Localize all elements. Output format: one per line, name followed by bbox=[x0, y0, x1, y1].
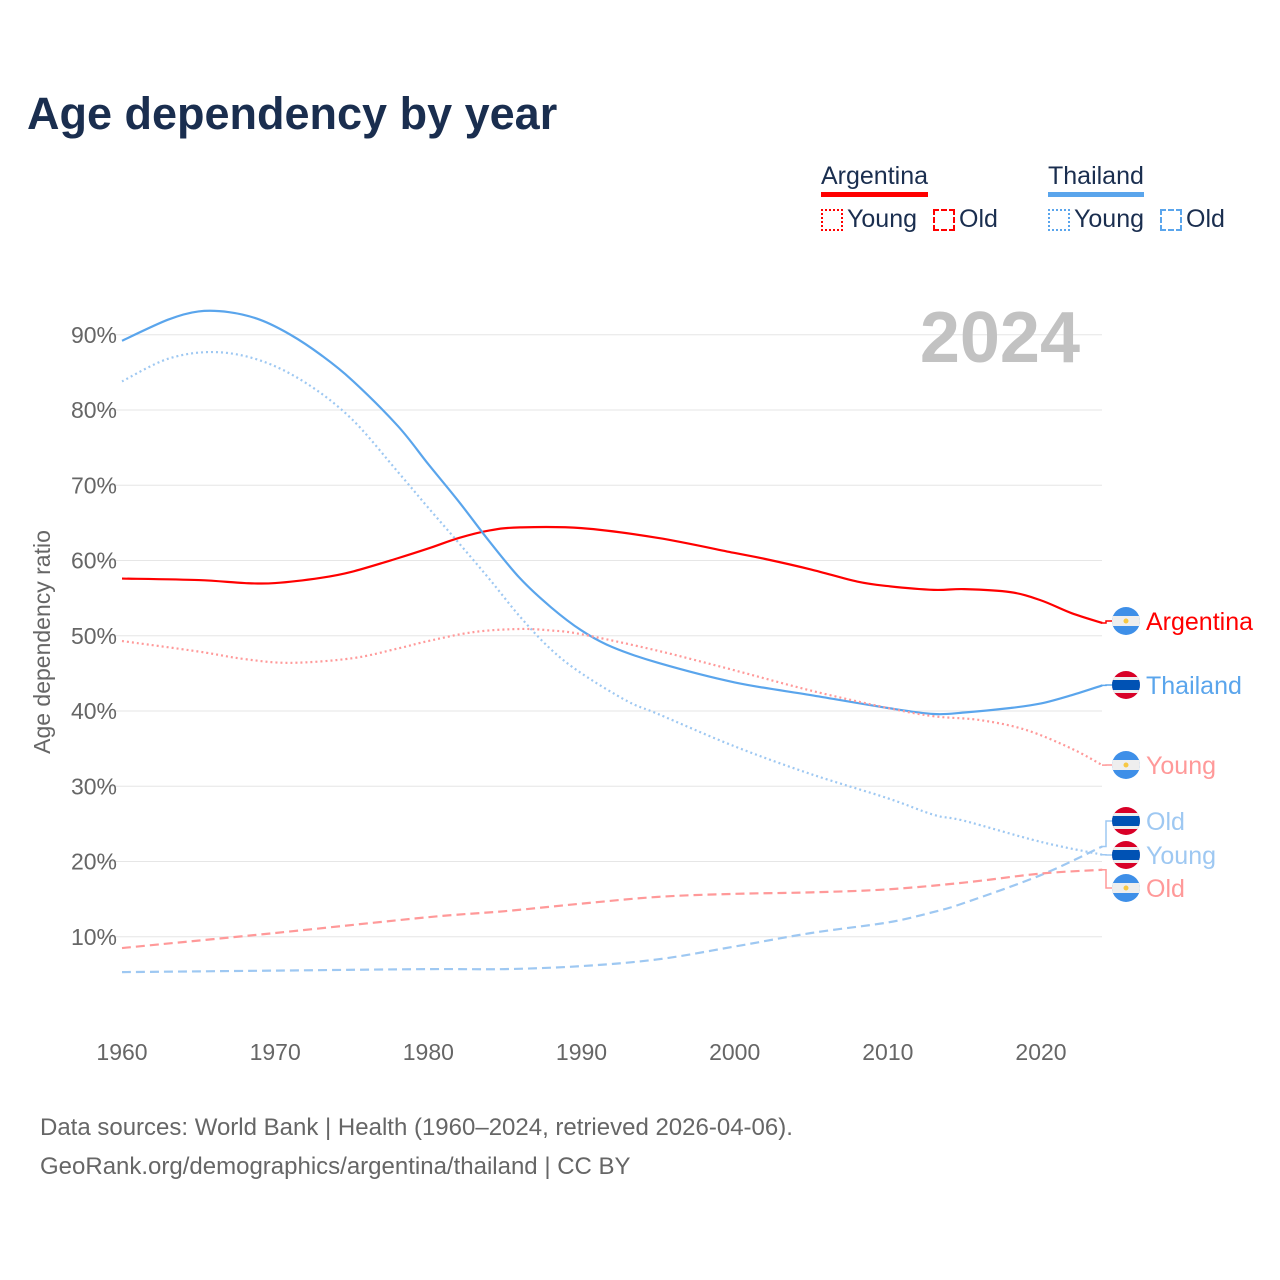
legend-item-argentina-young[interactable]: Young bbox=[821, 205, 917, 234]
argentina-flag-icon bbox=[1112, 607, 1140, 635]
y-tick-label: 70% bbox=[71, 472, 117, 498]
dotted-swatch-icon bbox=[1048, 208, 1070, 231]
legend-title-thailand: Thailand bbox=[1048, 162, 1144, 197]
y-tick-label: 50% bbox=[71, 623, 117, 649]
thailand-flag-icon bbox=[1112, 807, 1140, 835]
legend-group-thailand: Thailand Young Old bbox=[1048, 162, 1225, 234]
legend-label: Young bbox=[1074, 205, 1144, 233]
legend-title-argentina: Argentina bbox=[821, 162, 929, 197]
y-tick-label: 40% bbox=[71, 698, 117, 724]
flag-stripe bbox=[1112, 850, 1140, 860]
y-axis-label: Age dependency ratio bbox=[29, 530, 55, 754]
flag-clip bbox=[1112, 607, 1140, 635]
label-connector bbox=[1102, 820, 1112, 848]
y-tick-label: 10% bbox=[71, 924, 117, 950]
flag-clip bbox=[1112, 841, 1140, 869]
legend-label: Old bbox=[1186, 205, 1225, 233]
series-line-argentina bbox=[121, 525, 1103, 625]
legend-item-argentina-old[interactable]: Old bbox=[927, 205, 998, 234]
flag-stripe bbox=[1112, 680, 1140, 690]
dashed-swatch-icon bbox=[1160, 208, 1182, 231]
year-display: 2024 bbox=[920, 298, 1080, 378]
flag-sun bbox=[1123, 762, 1129, 768]
series-line-argentina-old bbox=[121, 868, 1103, 950]
thailand-flag-icon bbox=[1112, 671, 1140, 699]
x-tick-label: 1960 bbox=[96, 1039, 147, 1065]
flag-clip bbox=[1112, 671, 1140, 699]
y-tick-label: 80% bbox=[71, 397, 117, 423]
flag-clip bbox=[1112, 874, 1140, 902]
x-tick-label: 1980 bbox=[403, 1039, 454, 1065]
series-end-label: Argentina bbox=[1146, 608, 1253, 636]
legend-item-thailand-old[interactable]: Old bbox=[1154, 205, 1225, 234]
flag-sun bbox=[1123, 885, 1129, 891]
series-end-label: Young bbox=[1146, 842, 1216, 870]
source-line-2[interactable]: GeoRank.org/demographics/argentina/thail… bbox=[40, 1153, 631, 1180]
y-tick-label: 20% bbox=[71, 849, 117, 875]
x-tick-label: 2010 bbox=[862, 1039, 913, 1065]
series-end-label: Thailand bbox=[1146, 672, 1242, 700]
series-line-thailand bbox=[121, 309, 1103, 716]
flag-clip bbox=[1112, 751, 1140, 779]
argentina-flag-icon bbox=[1112, 874, 1140, 902]
series-end-label: Young bbox=[1146, 752, 1216, 780]
dotted-swatch-icon bbox=[821, 208, 843, 231]
y-tick-label: 30% bbox=[71, 773, 117, 799]
source-note: Data sources: World Bank | Health (1960–… bbox=[40, 1108, 793, 1186]
label-connector bbox=[1102, 620, 1112, 624]
series-line-argentina-young bbox=[121, 627, 1103, 767]
chart-title: Age dependency by year bbox=[27, 88, 558, 139]
dashed-swatch-icon bbox=[933, 208, 955, 231]
legend-label: Young bbox=[847, 205, 917, 233]
x-tick-label: 2000 bbox=[709, 1039, 760, 1065]
legend-label: Old bbox=[959, 205, 998, 233]
series-end-label: Old bbox=[1146, 808, 1185, 836]
series-line-thailand-young bbox=[121, 350, 1103, 856]
label-connector bbox=[1102, 869, 1112, 889]
argentina-flag-icon bbox=[1112, 751, 1140, 779]
source-line-1: Data sources: World Bank | Health (1960–… bbox=[40, 1114, 793, 1141]
x-tick-label: 1990 bbox=[556, 1039, 607, 1065]
x-tick-label: 1970 bbox=[250, 1039, 301, 1065]
legend-item-thailand-young[interactable]: Young bbox=[1048, 205, 1144, 234]
series-end-label: Old bbox=[1146, 875, 1185, 903]
series-line-thailand-old bbox=[121, 845, 1103, 974]
y-tick-label: 90% bbox=[71, 322, 117, 348]
legend-group-argentina: Argentina Young Old bbox=[821, 162, 998, 234]
x-tick-label: 2020 bbox=[1015, 1039, 1066, 1065]
thailand-flag-icon bbox=[1112, 841, 1140, 869]
flag-stripe bbox=[1112, 816, 1140, 826]
flag-sun bbox=[1123, 618, 1129, 624]
y-tick-label: 60% bbox=[71, 548, 117, 574]
flag-clip bbox=[1112, 807, 1140, 835]
